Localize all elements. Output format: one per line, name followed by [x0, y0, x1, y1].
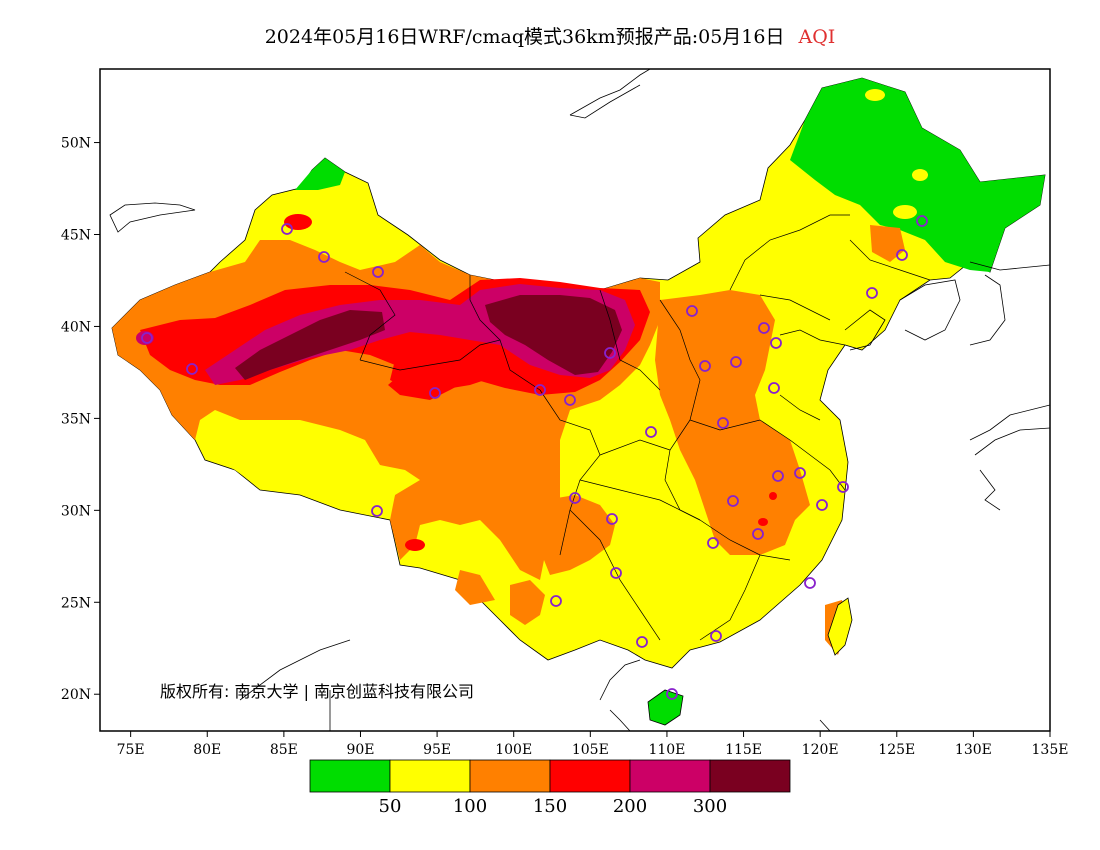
legend-swatch: [709, 759, 791, 793]
lon-tick-label: 125E: [878, 742, 915, 758]
lon-tick-label: 75E: [117, 742, 145, 758]
legend-swatch: [549, 759, 631, 793]
legend-swatch: [469, 759, 551, 793]
lat-tick-label: 35N: [61, 411, 91, 427]
legend-swatch: [389, 759, 471, 793]
map-title: 2024年05月16日WRF/cmaq模式36km预报产品:05月16日 AQI: [0, 22, 1100, 49]
province-borders: [344, 214, 931, 641]
lon-tick-label: 85E: [270, 742, 298, 758]
station-markers: [141, 215, 928, 700]
hazardous-zone-alashan: [485, 295, 622, 375]
longitude-axis: 75E 80E 85E 90E 95E 100E 105E 110E 115E 120E 125E 1…: [117, 731, 1069, 758]
legend-label: 150: [533, 796, 567, 817]
taiwan-island: [827, 597, 853, 656]
title-variable: AQI: [798, 26, 836, 48]
lat-tick-label: 20N: [61, 687, 91, 703]
lat-tick-label: 30N: [61, 503, 91, 519]
lat-tick-label: 40N: [61, 319, 91, 335]
lon-tick-label: 90E: [346, 742, 374, 758]
title-main: 2024年05月16日WRF/cmaq模式36km预报产品:05月16日: [264, 26, 785, 48]
lon-tick-label: 80E: [193, 742, 221, 758]
lon-tick-label: 135E: [1032, 742, 1069, 758]
lat-tick-label: 50N: [61, 136, 91, 152]
lat-tick-label: 25N: [61, 595, 91, 611]
legend-swatch: [309, 759, 391, 793]
hazardous-zone-west: [235, 310, 385, 380]
lon-tick-label: 130E: [955, 742, 992, 758]
legend-label: 300: [693, 796, 727, 817]
lon-tick-label: 110E: [648, 742, 685, 758]
east-orange-zone: [655, 290, 810, 555]
map-frame: [99, 68, 1051, 732]
outside-coastlines: [109, 69, 1050, 731]
lon-tick-label: 95E: [423, 742, 451, 758]
lon-tick-label: 115E: [725, 742, 762, 758]
legend-label: 200: [613, 796, 647, 817]
map-layers: [111, 77, 1046, 669]
legend-label: 50: [379, 796, 402, 817]
aqi-color-legend: 50 100 150 200 300: [309, 759, 791, 817]
lon-tick-label: 120E: [802, 742, 839, 758]
legend-label: 100: [453, 796, 487, 817]
copyright-text: 版权所有: 南京大学 | 南京创蓝科技有限公司: [160, 682, 474, 701]
lon-tick-label: 105E: [572, 742, 609, 758]
legend-swatch: [629, 759, 711, 793]
lat-tick-label: 45N: [61, 228, 91, 244]
lon-tick-label: 100E: [495, 742, 532, 758]
latitude-axis: 50N 45N 40N 35N 30N 25N 20N: [61, 136, 100, 703]
